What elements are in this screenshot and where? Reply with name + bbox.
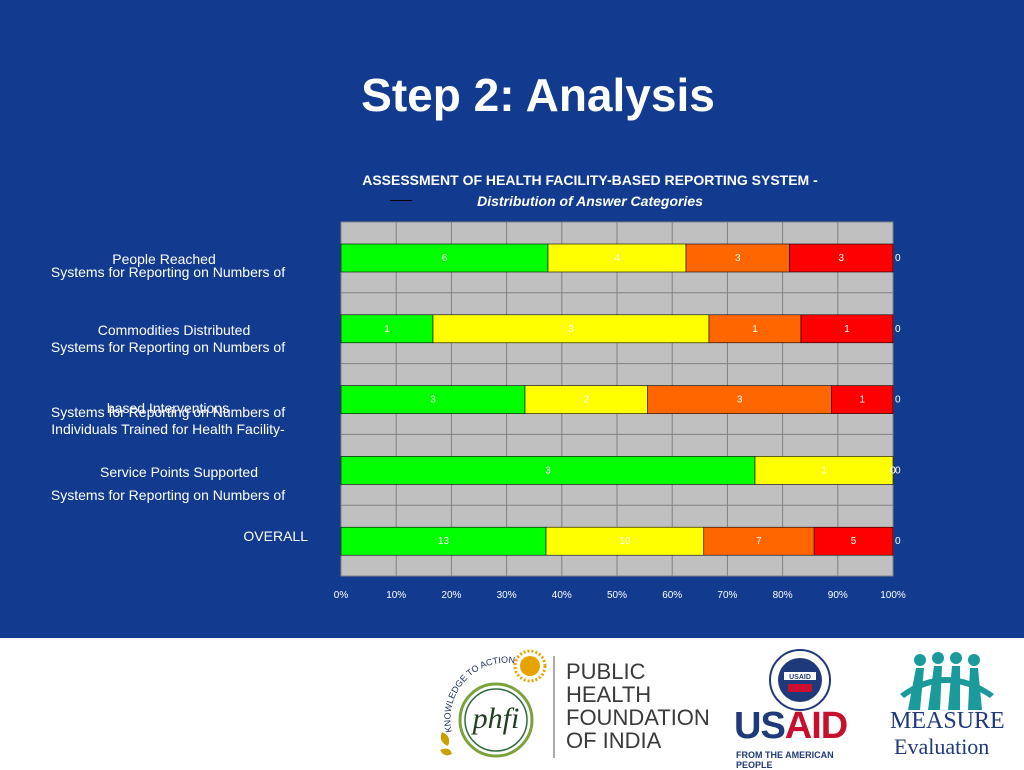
bar-segment bbox=[813, 526, 894, 556]
phfi-name-line: PUBLIC bbox=[566, 659, 646, 684]
category-label: Systems for Reporting on Numbers of bbox=[51, 487, 285, 503]
bar-segment bbox=[545, 526, 705, 556]
category-label: Systems for Reporting on Numbers of bbox=[51, 404, 285, 420]
data-label: 0 bbox=[895, 395, 901, 406]
data-label: 4 bbox=[614, 253, 620, 264]
data-label: 1 bbox=[821, 465, 827, 476]
data-label: 0 bbox=[890, 465, 896, 476]
phfi-emblem: KNOWLEDGE TO ACTION phfi bbox=[440, 649, 555, 758]
usaid-seal-icon: USAID bbox=[769, 649, 831, 711]
usaid-tagline: FROM THE AMERICAN PEOPLE bbox=[736, 750, 834, 770]
chart-title-dash bbox=[390, 200, 412, 201]
x-tick-label: 20% bbox=[441, 590, 461, 601]
slide-title: Step 2: Analysis bbox=[361, 69, 715, 121]
usaid-wordmark-aid: AID bbox=[784, 705, 848, 747]
bar-segment bbox=[340, 526, 547, 556]
data-label: 3 bbox=[737, 395, 743, 406]
bar-segment bbox=[340, 385, 526, 414]
measure-sub: Evaluation bbox=[894, 734, 990, 759]
data-label: 3 bbox=[838, 253, 844, 264]
phfi-name-line: HEALTH bbox=[566, 682, 652, 707]
x-tick-label: 70% bbox=[717, 590, 737, 601]
x-tick-label: 90% bbox=[828, 590, 848, 601]
chart-title: ASSESSMENT OF HEALTH FACILITY-BASED REPO… bbox=[362, 172, 818, 188]
measure-people-icon bbox=[900, 652, 994, 710]
x-tick-label: 30% bbox=[497, 590, 517, 601]
data-label: 0 bbox=[895, 324, 901, 335]
x-tick-label: 0% bbox=[334, 590, 349, 601]
data-label: 1 bbox=[384, 324, 390, 335]
bar-segment bbox=[340, 243, 549, 273]
bar-segment bbox=[685, 243, 790, 273]
usaid-wordmark: USAID bbox=[734, 706, 868, 746]
chart-subtitle: Distribution of Answer Categories bbox=[477, 193, 703, 209]
data-label: 1 bbox=[844, 324, 850, 335]
data-label: 2 bbox=[584, 395, 590, 406]
category-label: People Reached bbox=[112, 251, 216, 267]
data-label: 1 bbox=[860, 395, 866, 406]
data-label: 3 bbox=[545, 465, 551, 476]
data-label: 0 bbox=[890, 465, 896, 476]
x-tick-label: 10% bbox=[386, 590, 406, 601]
phfi-mark: phfi bbox=[471, 702, 520, 735]
bar-segment bbox=[831, 385, 894, 414]
data-label: 6 bbox=[442, 253, 448, 264]
x-tick-label: 50% bbox=[607, 590, 627, 601]
data-label: 10 bbox=[619, 536, 631, 547]
data-label: 0 bbox=[895, 536, 901, 547]
footer-logos: KNOWLEDGE TO ACTION phfi PUBLIC HEALTH F… bbox=[0, 638, 1024, 770]
phfi-name: PUBLIC HEALTH FOUNDATION OF INDIA bbox=[566, 660, 710, 752]
data-label: 1 bbox=[752, 324, 758, 335]
category-label: Individuals Trained for Health Facility- bbox=[51, 421, 285, 437]
bar-segment bbox=[789, 243, 894, 273]
measure-logo: MEASURE Evaluation bbox=[886, 650, 1016, 764]
bar-segment bbox=[340, 456, 756, 485]
x-tick-label: 40% bbox=[552, 590, 572, 601]
category-label: OVERALL bbox=[243, 528, 308, 544]
leaf-icon bbox=[440, 732, 452, 756]
bar-segment bbox=[340, 314, 434, 344]
plot-area: 6 4 3 3 01 3 1 1 03 2 3 1 03 1 00 013 10 7 5 00% 10% 20% 30% 40… bbox=[51, 221, 906, 601]
data-label: 0 bbox=[895, 465, 901, 476]
x-tick-label: 100% bbox=[880, 590, 906, 601]
x-tick-label: 80% bbox=[773, 590, 793, 601]
bar-segment bbox=[754, 456, 894, 485]
sun-icon bbox=[513, 649, 547, 683]
bar-segment bbox=[647, 385, 832, 414]
usaid-wordmark-us: US bbox=[734, 705, 786, 747]
bar-segment bbox=[800, 314, 894, 344]
data-label: 3 bbox=[430, 395, 436, 406]
data-label: 3 bbox=[568, 324, 574, 335]
category-label: Service Points Supported bbox=[100, 464, 258, 480]
x-tick-label: 60% bbox=[662, 590, 682, 601]
measure-name: MEASURE bbox=[890, 708, 1005, 734]
usaid-seal-text: USAID bbox=[789, 674, 811, 681]
category-label: Commodities Distributed bbox=[98, 322, 251, 338]
bar-segment bbox=[524, 385, 648, 414]
category-label: Systems for Reporting on Numbers of bbox=[51, 339, 285, 355]
data-label: 5 bbox=[851, 536, 857, 547]
category-label: based Interventions bbox=[107, 400, 229, 416]
usaid-logo: USAID USAID FROM THE AMERICAN PEOPLE bbox=[734, 648, 868, 770]
phfi-name-line: OF INDIA bbox=[566, 728, 662, 753]
data-label: 7 bbox=[756, 536, 762, 547]
phfi-logo: KNOWLEDGE TO ACTION phfi PUBLIC HEALTH F… bbox=[434, 646, 724, 764]
bar-segment bbox=[708, 314, 802, 344]
phfi-name-line: FOUNDATION bbox=[566, 705, 710, 730]
category-label: Systems for Reporting on Numbers of bbox=[51, 264, 285, 280]
data-label: 0 bbox=[895, 253, 901, 264]
data-label: 13 bbox=[438, 536, 450, 547]
stacked-bar-chart: 6 4 3 3 01 3 1 1 03 2 3 1 03 1 00 013 10 7 5 00% 10% 20% 30% 40… bbox=[51, 221, 906, 601]
data-label: 3 bbox=[735, 253, 741, 264]
